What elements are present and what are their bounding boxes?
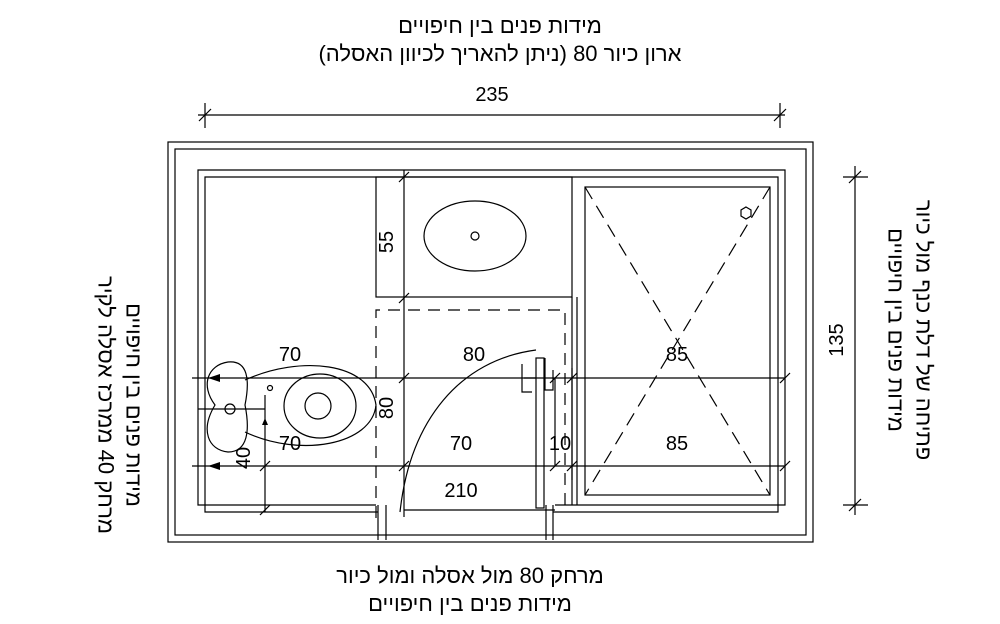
dim-ticks-group: [259, 171, 791, 516]
door-handle: [544, 358, 554, 391]
door-panel: [535, 357, 545, 509]
inner-finish-line: [197, 169, 786, 506]
dim-inner-width: 210: [444, 480, 477, 502]
top-note: מידות פנים בין חיפויים ארון כיור 80 (נית…: [0, 12, 1000, 67]
outer-wall-line: [167, 141, 814, 543]
left-note-line-1: מידות פנים בין חיפויים: [121, 303, 147, 507]
bottom-note: מרחק 80 מול אסלה ומול כיור מידות פנים בי…: [0, 562, 940, 617]
dim-arrow: [208, 374, 220, 382]
top-note-line-1: מידות פנים בין חיפויים: [398, 13, 602, 38]
shower-diagonal: [584, 186, 771, 496]
toilet-detail-dot: [266, 384, 274, 392]
vanity-cabinet: [375, 176, 573, 298]
shower-drain: [740, 206, 752, 220]
right-note: פתיחה של דלת כנף מול כיור מידות פנים בין…: [883, 200, 938, 460]
dim-tick: [848, 498, 862, 512]
dim-toilet-zone-bottom: 70: [279, 433, 301, 455]
dim-door-gap: 10: [549, 433, 571, 455]
dim-shower-bottom: 85: [666, 433, 688, 455]
dim-tick: [848, 170, 862, 184]
left-note-line-2: מרחק 40 ממרכז אסלה לקיר: [94, 276, 119, 534]
dim-tick: [198, 108, 212, 122]
outer-wall-inner-line: [174, 148, 807, 536]
sink-basin: [423, 200, 527, 272]
dim-center-top: 80: [463, 344, 485, 366]
clearance-zone: [375, 309, 566, 518]
dim-toilet-axis: 40: [233, 447, 255, 469]
shower-tray: [584, 186, 771, 496]
dim-overall-width: 235: [475, 84, 508, 106]
toilet-bowl-outer: [244, 365, 377, 447]
dim-arrow: [262, 418, 268, 425]
dim-overall-height: 135: [826, 323, 848, 356]
left-note: מידות פנים בין חיפויים מרחק 40 ממרכז אסל…: [93, 276, 148, 534]
top-note-line-2: ארון כיור 80 (ניתן להאריך לכיוון האסלה): [318, 40, 682, 66]
dim-toilet-zone-top: 70: [279, 344, 301, 366]
sink-drain: [470, 231, 480, 241]
toilet-tank: [206, 361, 248, 453]
bottom-note-line-1: מרחק 80 מול אסלה ומול כיור: [336, 563, 604, 588]
dim-shower-top: 85: [666, 344, 688, 366]
dim-center-bottom: 70: [450, 433, 472, 455]
door-swing-arc: [399, 349, 537, 513]
right-note-line-1: פתיחה של דלת כנף מול כיור: [911, 199, 937, 461]
toilet-drain: [304, 392, 332, 420]
dim-tick: [773, 108, 787, 122]
toilet-bowl-inner: [283, 373, 357, 439]
right-note-line-2: מידות פנים בין חיפויים: [884, 228, 909, 432]
dim-front-clearance: 80: [376, 397, 398, 419]
dim-vanity-depth: 55: [376, 231, 398, 253]
bottom-note-line-2: מידות פנים בין חיפויים: [368, 590, 572, 616]
dim-arrow: [208, 462, 220, 470]
